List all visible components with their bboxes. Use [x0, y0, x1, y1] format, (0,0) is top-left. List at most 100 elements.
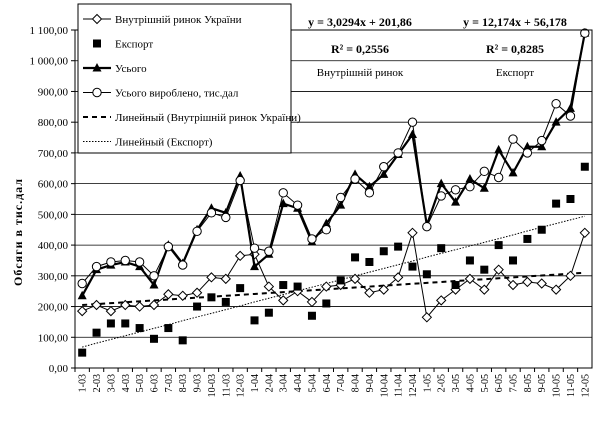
y-tick-label: 1 000,00 — [30, 56, 69, 68]
x-tick-label: 2-03 — [92, 374, 103, 392]
data-point-diamond — [134, 301, 145, 312]
data-point-square — [365, 257, 374, 266]
data-point-diamond — [76, 305, 88, 317]
y-tick-label: 800,00 — [38, 117, 69, 129]
x-tick-label: 10-03 — [207, 374, 218, 397]
trendline — [82, 271, 585, 307]
y-tick-label: 1 100,00 — [30, 25, 69, 37]
data-point-diamond — [349, 273, 361, 285]
x-tick-label: 8-05 — [523, 374, 534, 392]
data-point-diamond — [278, 295, 289, 306]
data-point-circle — [479, 166, 489, 177]
data-point-diamond — [306, 296, 318, 308]
legend-item: Експорт — [93, 39, 153, 51]
x-tick-label: 5-04 — [307, 374, 318, 392]
trendline-r-squared: R² = 0,8285 — [486, 42, 544, 56]
data-point-circle — [393, 148, 403, 158]
y-tick-label: 600,00 — [38, 179, 69, 191]
series-4 — [77, 28, 590, 289]
data-point-circle — [422, 221, 432, 232]
data-point-square — [293, 282, 302, 291]
data-point-circle — [508, 134, 518, 144]
series-line — [81, 32, 586, 284]
data-point-square — [379, 247, 388, 256]
data-point-square — [207, 293, 216, 302]
data-point-triangle — [551, 117, 561, 126]
series-5 — [82, 271, 585, 307]
x-tick-label: 6-05 — [494, 374, 505, 392]
x-tick-label: 8-04 — [351, 374, 362, 392]
data-point-diamond — [493, 264, 504, 275]
trendline-annotation: y = 3,0294x + 201,86 R² = 0,2556 Внутрішні… — [308, 15, 412, 79]
data-point-square — [408, 262, 417, 271]
trendline-equation: y = 12,174x + 56,178 — [463, 15, 567, 29]
series-6 — [82, 215, 585, 348]
data-point-diamond — [234, 250, 246, 262]
data-point-circle — [163, 241, 174, 252]
data-point-circle — [436, 191, 446, 201]
x-tick-label: 4-05 — [465, 374, 476, 392]
x-tick-label: 11-04 — [394, 374, 405, 397]
data-point-diamond — [105, 305, 117, 317]
legend-item: Усього — [83, 63, 147, 75]
data-point-square — [422, 270, 431, 279]
data-point-circle — [134, 257, 145, 267]
legend-item: Усього вироблено, тис.дал — [83, 88, 239, 100]
data-point-circle — [249, 243, 260, 253]
data-point-circle — [321, 225, 332, 235]
data-point-circle — [106, 257, 116, 267]
y-tick-label: 700,00 — [38, 148, 69, 160]
data-point-circle — [364, 188, 375, 198]
data-point-triangle — [451, 197, 461, 206]
x-tick-label: 4-03 — [121, 374, 132, 392]
data-point-square — [149, 334, 158, 343]
data-point-circle — [235, 175, 245, 186]
trendline-name: Внутрішній ринок — [317, 67, 404, 79]
data-point-triangle — [522, 141, 532, 151]
trendline-name: Експорт — [496, 67, 534, 79]
x-tick-label: 9-05 — [537, 374, 548, 392]
axis-layer: 0,00 100,00 200,00 300,00 400,00 500,00 600,00… — [30, 25, 593, 397]
data-point-triangle — [436, 178, 446, 188]
y-tick-label: 100,00 — [38, 332, 69, 344]
data-point-square — [221, 297, 230, 306]
legend-label: Линейный (Внутрішній ринок України) — [115, 112, 301, 124]
x-tick-label: 12-03 — [236, 374, 247, 397]
data-point-diamond — [91, 299, 102, 311]
x-tick-label: 3-03 — [106, 374, 117, 392]
data-point-triangle — [278, 198, 288, 208]
series-layer — [76, 28, 591, 357]
legend-item: Линейный (Експорт) — [83, 137, 213, 149]
x-tick-label: 3-04 — [279, 374, 290, 392]
data-point-triangle — [336, 200, 346, 209]
data-point-diamond — [479, 284, 490, 295]
data-point-triangle — [250, 261, 260, 271]
data-point-diamond — [392, 272, 404, 283]
data-point-circle — [537, 135, 547, 146]
data-point-circle — [465, 182, 475, 192]
data-point-circle — [92, 87, 102, 98]
legend: Внутрішній ринок України Експорт Усього Усь… — [77, 3, 301, 154]
data-point-circle — [350, 174, 360, 184]
data-point-triangle — [379, 169, 389, 178]
data-point-triangle — [537, 141, 547, 151]
data-point-square — [279, 281, 288, 290]
data-point-circle — [178, 260, 188, 270]
data-point-square — [92, 328, 101, 337]
x-tick-label: 9-04 — [365, 374, 376, 392]
x-tick-label: 12-04 — [408, 374, 419, 397]
data-point-diamond — [436, 295, 447, 306]
data-point-diamond — [579, 227, 591, 239]
data-point-diamond — [378, 284, 389, 295]
data-point-triangle — [77, 290, 87, 300]
data-point-circle — [292, 200, 303, 210]
data-point-diamond — [550, 284, 562, 295]
x-tick-label: 1-04 — [250, 374, 261, 392]
x-tick-label: 10-05 — [552, 374, 563, 397]
data-point-diamond — [206, 272, 217, 283]
series-1 — [76, 227, 591, 323]
y-tick-label: 300,00 — [38, 271, 69, 283]
data-point-diamond — [177, 290, 188, 301]
data-point-square — [236, 284, 245, 293]
